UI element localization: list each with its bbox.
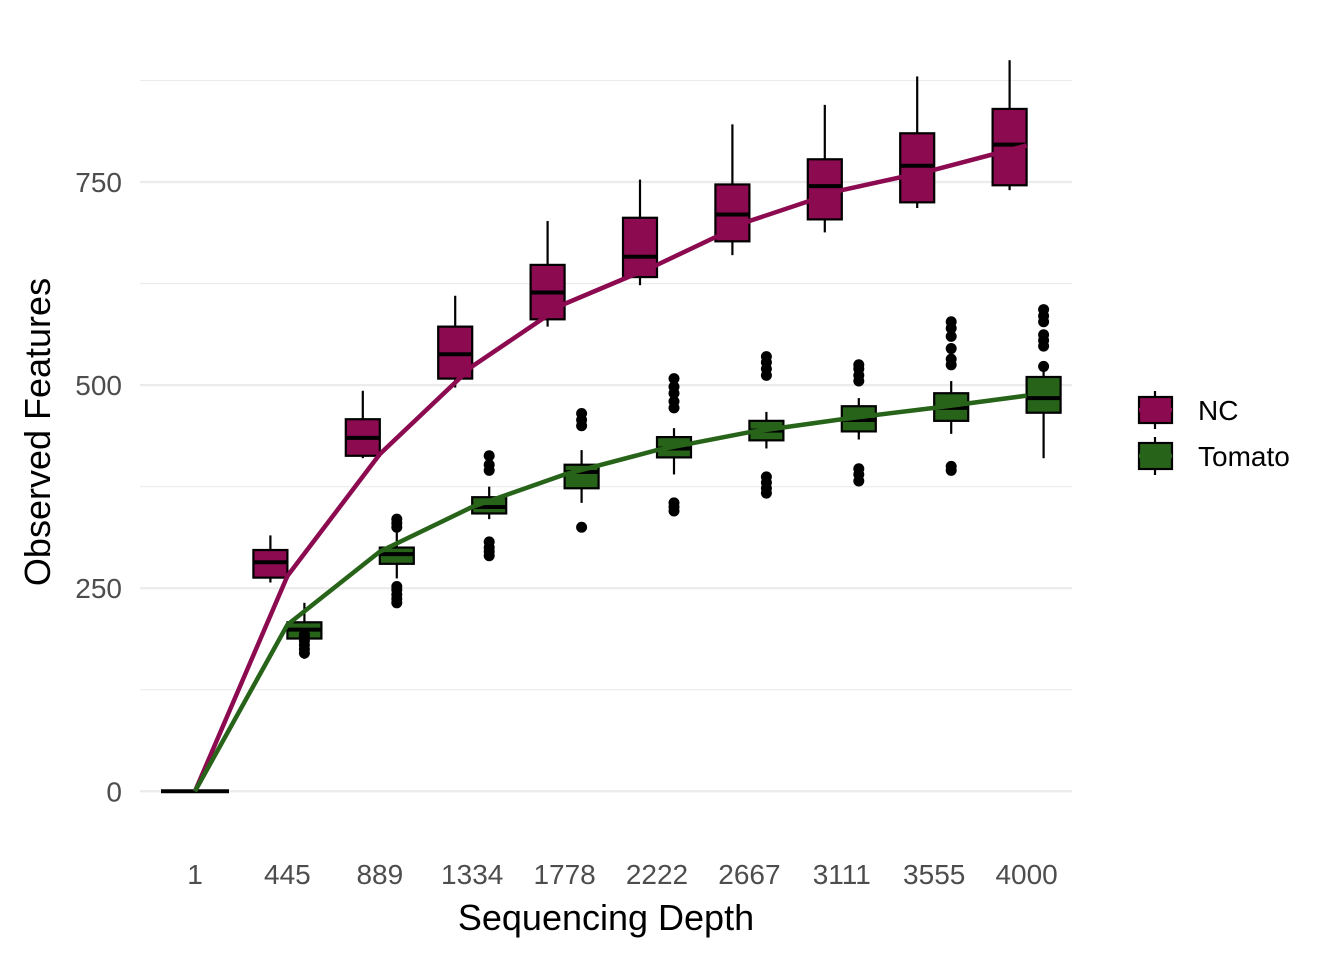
y-axis-title: Observed Features (17, 278, 58, 586)
legend-label: NC (1198, 395, 1238, 426)
box-nc-1778 (529, 221, 566, 327)
box-tomato-4000 (1025, 304, 1062, 459)
x-tick-label: 1334 (441, 859, 503, 890)
outlier-point (483, 450, 495, 462)
legend-item-tomato: Tomato (1137, 437, 1290, 475)
legend-label: Tomato (1198, 441, 1290, 472)
x-tick-label: 1778 (533, 859, 595, 890)
mean-lines (192, 143, 1028, 793)
x-tick-label: 889 (356, 859, 403, 890)
outlier-point (1038, 304, 1050, 316)
outlier-point (1038, 360, 1050, 372)
outlier-point (945, 460, 957, 472)
boxes (161, 60, 1062, 794)
x-tick-label: 2667 (718, 859, 780, 890)
box-nc-889 (344, 390, 381, 459)
x-axis-title: Sequencing Depth (458, 897, 754, 938)
outlier-point (483, 459, 495, 471)
outlier-point (391, 513, 403, 525)
outlier-point (668, 373, 680, 385)
box-tomato-2667 (748, 351, 785, 499)
outlier-point (391, 581, 403, 593)
box-nc-4000 (991, 60, 1028, 191)
outlier-point (483, 536, 495, 548)
outlier-point (853, 463, 865, 475)
box-body (806, 158, 843, 221)
outlier-point (945, 343, 957, 355)
box-body (899, 132, 936, 204)
mean-line-nc (192, 143, 1028, 793)
outlier-point (760, 471, 772, 483)
x-tick-label: 2222 (626, 859, 688, 890)
outlier-point (668, 395, 680, 407)
box-body (1025, 375, 1062, 414)
y-tick-labels: 0 250 500 750 (75, 167, 122, 807)
outlier-point (945, 316, 957, 328)
box-tomato-3111 (840, 359, 877, 487)
outlier-point (298, 628, 310, 640)
x-tick-label: 3555 (903, 859, 965, 890)
box-tomato-445 (286, 602, 323, 659)
outlier-point (853, 359, 865, 371)
outlier-point (945, 353, 957, 365)
x-tick-label: 3111 (813, 859, 871, 890)
outlier-point (576, 521, 588, 533)
outlier-point (945, 330, 957, 342)
outlier-point (668, 497, 680, 509)
box-nc-2667 (714, 124, 751, 256)
outlier-point (576, 408, 588, 420)
legend-item-nc: NC (1137, 391, 1238, 429)
box-nc-3555 (899, 76, 936, 209)
x-tick-label: 4000 (995, 859, 1057, 890)
box-tomato-889 (378, 513, 415, 609)
x-tick-label: 445 (264, 859, 311, 890)
mean-line-tomato (193, 393, 1027, 793)
outlier-point (668, 381, 680, 393)
y-tick-label: 500 (75, 370, 122, 401)
box-tomato-3555 (933, 316, 970, 476)
box-nc-3111 (806, 104, 843, 233)
y-tick-label: 0 (106, 776, 122, 807)
x-tick-label: 1 (187, 859, 203, 890)
box-nc-445 (252, 535, 289, 583)
x-tick-labels: 1 445 889 1334 1778 2222 2667 3111 3555 4000 (187, 859, 1058, 890)
outlier-point (760, 351, 772, 363)
grid (140, 79, 1072, 793)
y-tick-label: 750 (75, 167, 122, 198)
y-tick-label: 250 (75, 573, 122, 604)
box-tomato-1334 (471, 450, 508, 562)
legend: NC Tomato (1137, 391, 1290, 475)
outlier-point (1038, 329, 1050, 341)
